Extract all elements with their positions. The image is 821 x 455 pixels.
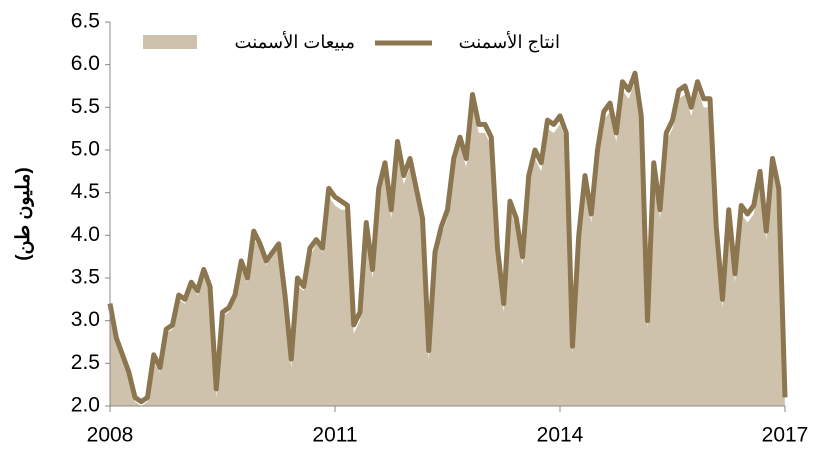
y-tick-label: 4.0 [71,223,100,246]
y-axis-label: (مليون طن) [13,167,34,261]
y-tick-label: 3.0 [71,308,100,331]
y-tick-label: 3.5 [71,266,100,289]
y-tick-label: 4.5 [71,180,100,203]
x-tick-label: 2008 [87,424,134,447]
legend-label: انتاج الأسمنت [459,30,560,53]
sales-area [110,81,785,406]
legend-label: مبيعات الأسمنت [235,30,355,52]
y-tick-label: 6.5 [71,10,100,33]
y-tick-label: 5.0 [71,138,100,161]
x-tick-label: 2014 [537,424,584,447]
production-line [107,70,788,405]
y-tick-label: 2.5 [71,351,100,374]
y-tick-label: 6.0 [71,52,100,75]
legend-swatch [143,35,197,49]
y-tick-label: 5.5 [71,95,100,118]
y-tick-label: 2.0 [71,394,100,417]
x-tick-label: 2011 [312,424,357,447]
x-tick-label: 2017 [762,424,809,447]
